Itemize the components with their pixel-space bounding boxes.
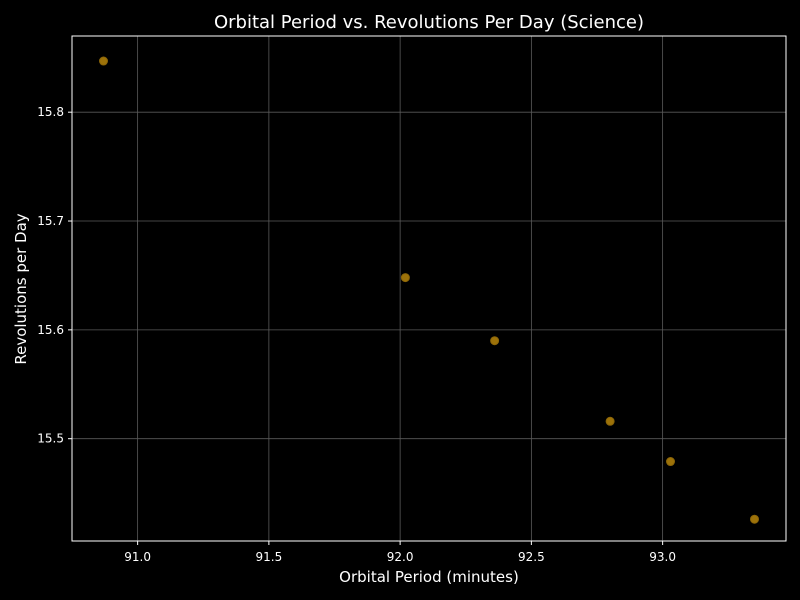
x-tick-label: 91.0 — [124, 550, 151, 564]
plot-frame — [71, 35, 787, 542]
y-axis-ticks: 15.5 15.6 15.7 15.8 — [37, 105, 72, 446]
data-point — [750, 514, 759, 524]
data-point — [605, 416, 615, 426]
y-tick-label: 15.5 — [37, 432, 64, 446]
x-axis-ticks: 91.0 91.5 92.0 92.5 93.0 — [124, 541, 676, 564]
chart-title: Orbital Period vs. Revolutions Per Day (… — [214, 12, 644, 33]
data-point — [490, 336, 500, 346]
x-tick-label: 91.5 — [256, 550, 283, 564]
grid-lines — [72, 36, 786, 541]
data-points — [99, 56, 759, 524]
x-axis-label: Orbital Period (minutes) — [339, 568, 519, 586]
y-tick-label: 15.7 — [37, 214, 64, 228]
x-tick-label: 92.5 — [518, 550, 545, 564]
y-axis-label: Revolutions per Day — [12, 213, 30, 364]
y-tick-label: 15.6 — [37, 323, 64, 337]
y-tick-label: 15.8 — [37, 105, 64, 119]
data-point — [666, 457, 675, 467]
x-tick-label: 93.0 — [649, 550, 676, 564]
data-point — [99, 56, 108, 66]
data-point — [400, 273, 410, 283]
x-tick-label: 92.0 — [387, 550, 414, 564]
